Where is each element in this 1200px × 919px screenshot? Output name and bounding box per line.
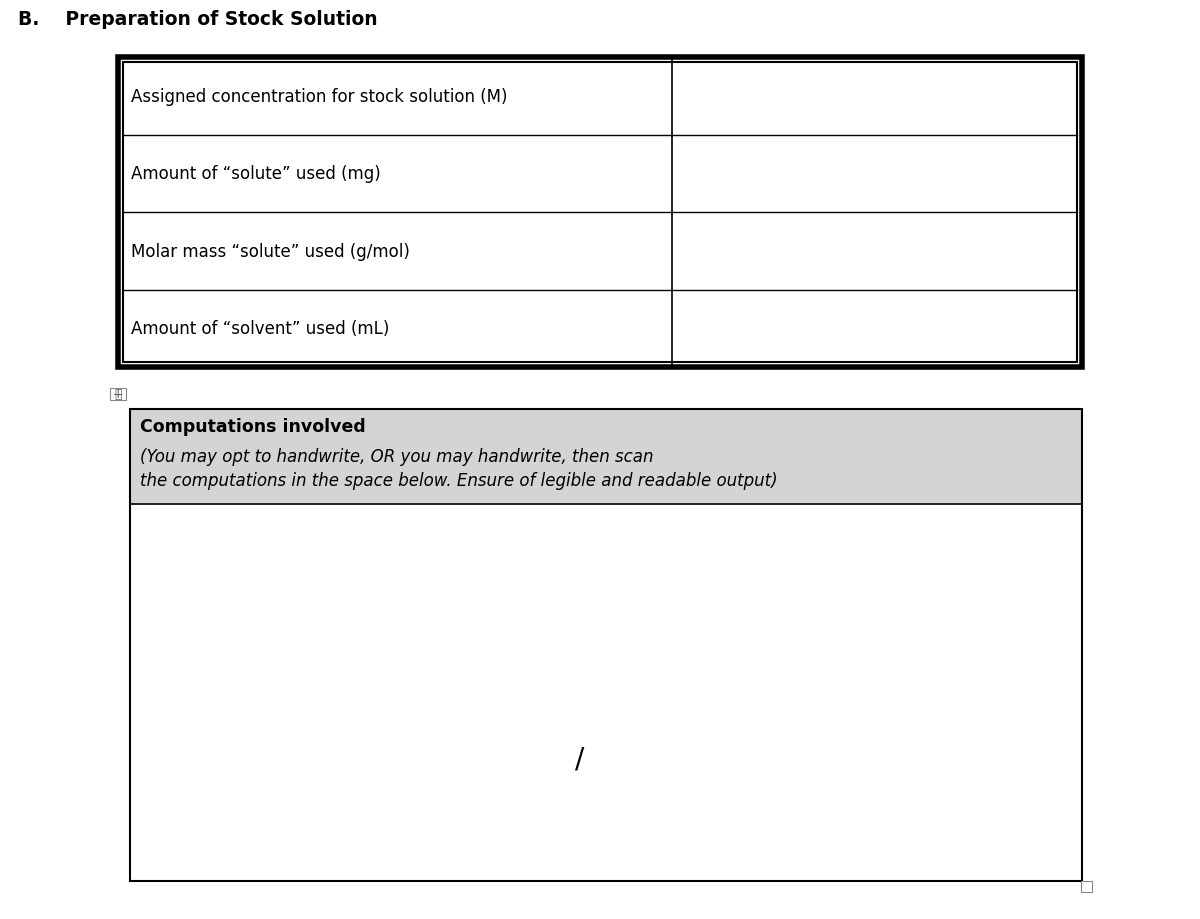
Bar (118, 58, 1082, 368)
Bar (124, 62, 1078, 363)
Bar (130, 410, 1082, 505)
Text: B.    Preparation of Stock Solution: B. Preparation of Stock Solution (18, 10, 378, 29)
Text: Amount of “solvent” used (mL): Amount of “solvent” used (mL) (131, 320, 389, 338)
Bar (130, 410, 1082, 881)
Text: (You may opt to handwrite, OR you may handwrite, then scan: (You may opt to handwrite, OR you may ha… (140, 448, 654, 466)
Text: ⬜: ⬜ (114, 388, 121, 401)
Bar (1081, 881, 1092, 892)
Text: Molar mass “solute” used (g/mol): Molar mass “solute” used (g/mol) (131, 243, 410, 260)
Text: the computations in the space below. Ensure of legible and readable output): the computations in the space below. Ens… (140, 471, 778, 490)
Text: Amount of “solute” used (mg): Amount of “solute” used (mg) (131, 165, 380, 183)
Text: Assigned concentration for stock solution (M): Assigned concentration for stock solutio… (131, 87, 508, 106)
Bar (130, 505, 1082, 881)
Bar (110, 389, 126, 401)
Text: /: / (575, 745, 584, 773)
Text: +: + (113, 388, 124, 401)
Text: Computations involved: Computations involved (140, 417, 366, 436)
